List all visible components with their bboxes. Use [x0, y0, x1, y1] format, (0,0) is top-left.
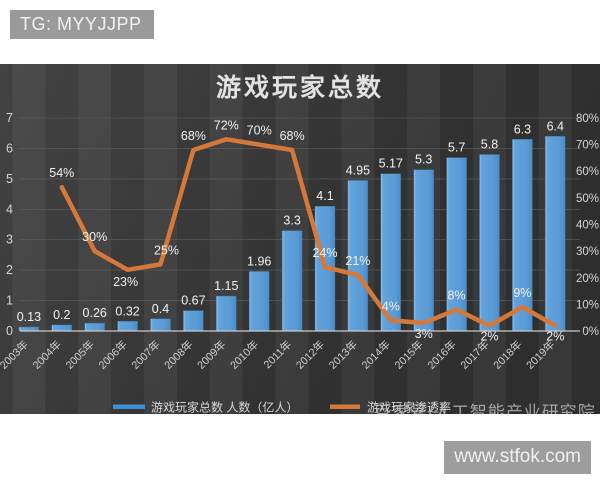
svg-text:1: 1: [6, 294, 13, 308]
svg-text:7: 7: [6, 111, 13, 125]
svg-text:0.67: 0.67: [181, 294, 205, 308]
svg-text:5.17: 5.17: [379, 157, 403, 171]
svg-text:10%: 10%: [576, 299, 599, 311]
svg-text:80%: 80%: [576, 113, 599, 125]
svg-text:70%: 70%: [247, 124, 272, 138]
svg-text:1.96: 1.96: [247, 254, 271, 268]
svg-text:5.7: 5.7: [448, 141, 465, 155]
svg-text:4%: 4%: [382, 299, 400, 313]
svg-text:24%: 24%: [312, 246, 337, 260]
svg-text:9%: 9%: [513, 286, 531, 300]
svg-text:游戏玩家渗透率: 游戏玩家渗透率: [367, 400, 451, 415]
svg-text:6.3: 6.3: [514, 122, 531, 136]
svg-text:21%: 21%: [345, 254, 370, 268]
svg-text:70%: 70%: [576, 140, 599, 152]
svg-text:0.4: 0.4: [152, 302, 169, 316]
svg-text:5.3: 5.3: [415, 153, 432, 167]
svg-text:6.4: 6.4: [547, 119, 564, 133]
svg-text:4.95: 4.95: [346, 163, 370, 177]
svg-text:6: 6: [6, 141, 13, 155]
svg-text:25%: 25%: [154, 243, 179, 257]
svg-text:3: 3: [6, 233, 13, 247]
svg-text:4.1: 4.1: [316, 189, 333, 203]
svg-text:2: 2: [6, 263, 13, 277]
svg-text:游戏玩家总数 人数（亿人）: 游戏玩家总数 人数（亿人）: [151, 400, 298, 415]
svg-text:0: 0: [6, 324, 13, 338]
svg-text:30%: 30%: [82, 230, 107, 244]
svg-text:5: 5: [6, 172, 13, 186]
svg-text:20%: 20%: [576, 273, 599, 285]
svg-text:54%: 54%: [49, 166, 74, 180]
svg-text:0%: 0%: [582, 326, 599, 338]
svg-text:8%: 8%: [448, 289, 466, 303]
svg-text:3.3: 3.3: [283, 214, 300, 228]
svg-text:4: 4: [6, 202, 13, 216]
svg-text:1.15: 1.15: [214, 279, 238, 293]
svg-text:72%: 72%: [214, 118, 239, 132]
svg-text:50%: 50%: [576, 193, 599, 205]
svg-text:23%: 23%: [113, 275, 138, 289]
svg-text:68%: 68%: [280, 129, 305, 143]
svg-text:5.8: 5.8: [481, 138, 498, 152]
svg-text:30%: 30%: [576, 246, 599, 258]
svg-text:0.2: 0.2: [53, 308, 70, 322]
svg-text:68%: 68%: [181, 129, 206, 143]
svg-text:0.26: 0.26: [83, 306, 107, 320]
svg-text:40%: 40%: [576, 220, 599, 232]
svg-text:60%: 60%: [576, 166, 599, 178]
svg-text:0.32: 0.32: [115, 304, 139, 318]
svg-text:0.13: 0.13: [17, 310, 41, 324]
